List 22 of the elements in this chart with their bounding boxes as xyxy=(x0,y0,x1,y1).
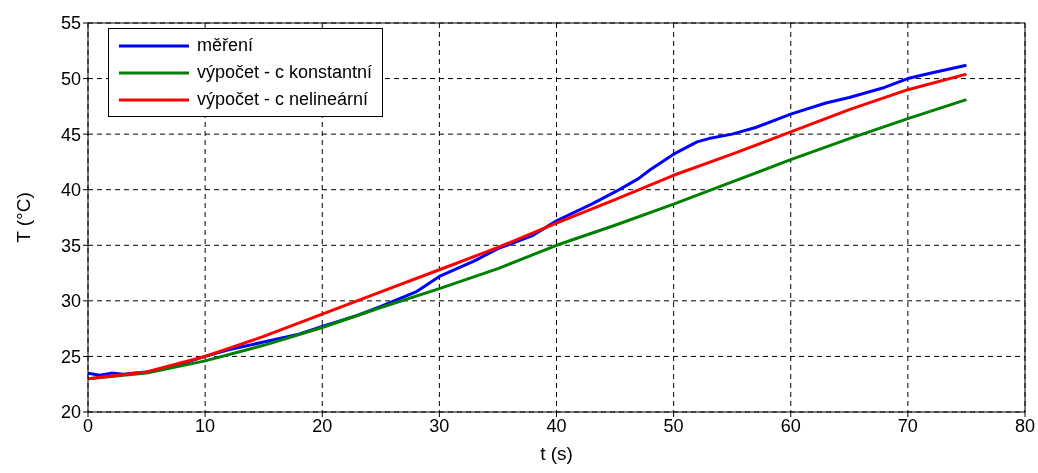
x-tick-label: 50 xyxy=(663,415,684,436)
y-tick-label: 20 xyxy=(60,402,81,423)
y-tick-label: 45 xyxy=(60,124,81,145)
y-tick-label: 50 xyxy=(60,68,81,89)
x-tick-label: 10 xyxy=(195,415,216,436)
x-tick-label: 80 xyxy=(1014,415,1036,436)
y-tick-label: 25 xyxy=(60,346,81,367)
y-tick-label: 35 xyxy=(60,235,81,256)
x-tick-label: 70 xyxy=(897,415,918,436)
legend-label: výpočet - c nelineární xyxy=(197,88,369,111)
legend-label: výpočet - c konstantní xyxy=(197,61,373,84)
x-tick-label: 60 xyxy=(780,415,801,436)
y-tick-label: 30 xyxy=(60,291,81,312)
y-axis-title: T (°C) xyxy=(12,192,34,243)
x-tick-label: 0 xyxy=(82,415,94,436)
x-tick-label: 30 xyxy=(429,415,450,436)
x-tick-label: 20 xyxy=(312,415,333,436)
x-tick-label: 40 xyxy=(546,415,567,436)
y-tick-label: 40 xyxy=(60,180,81,201)
y-tick-label: 55 xyxy=(60,13,81,34)
legend-label: měření xyxy=(197,34,254,57)
x-axis-title: t (s) xyxy=(540,443,573,464)
